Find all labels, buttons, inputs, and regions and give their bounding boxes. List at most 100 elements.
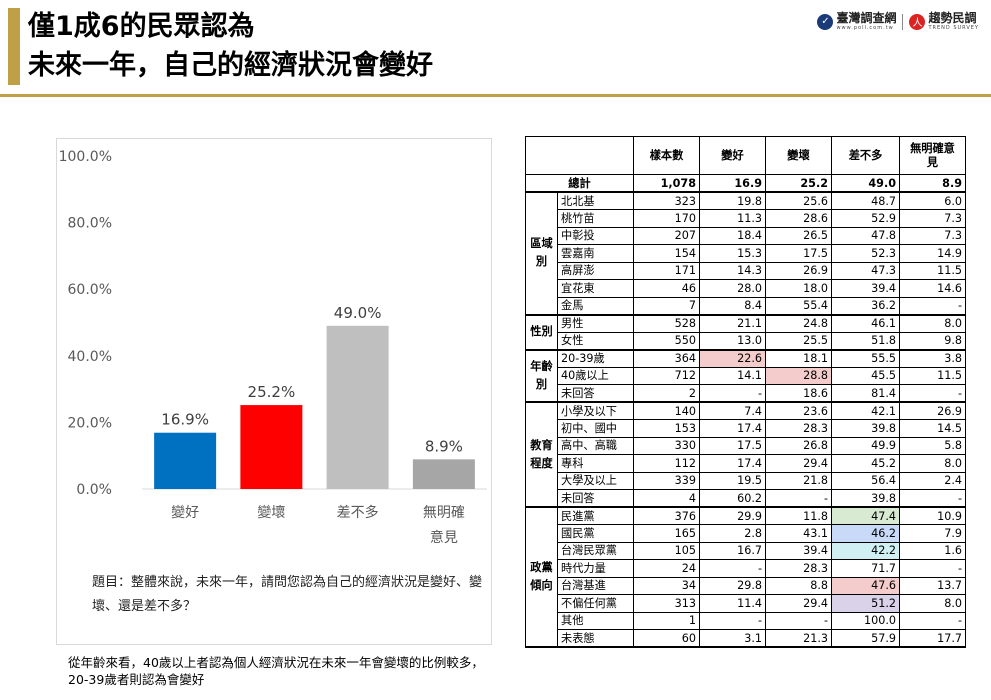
value-cell: 528 bbox=[633, 314, 700, 333]
value-cell: 313 bbox=[633, 594, 700, 613]
value-cell: 18.4 bbox=[699, 226, 766, 245]
header-cell: 無明確意見 bbox=[899, 136, 966, 175]
row-label: 不偏任何黨 bbox=[557, 594, 634, 613]
row-label: 民進黨 bbox=[557, 506, 634, 525]
value-cell: 24.8 bbox=[765, 314, 832, 333]
value-cell: 5.8 bbox=[899, 436, 966, 455]
value-cell: 36.2 bbox=[831, 296, 900, 316]
trend-logo-sub: TREND SURVEY bbox=[928, 25, 979, 31]
data-label: 49.0% bbox=[334, 304, 382, 322]
value-cell: 17.5 bbox=[765, 244, 832, 263]
group-label: 區域別 bbox=[525, 191, 558, 316]
value-cell: 7.4 bbox=[699, 401, 766, 420]
value-cell: - bbox=[699, 384, 766, 403]
value-cell: 29.4 bbox=[765, 454, 832, 473]
value-cell: 1.6 bbox=[899, 541, 966, 560]
value-cell: - bbox=[699, 559, 766, 578]
value-cell: 16.7 bbox=[699, 541, 766, 560]
value-cell: 81.4 bbox=[831, 384, 900, 403]
bar bbox=[154, 432, 217, 489]
value-cell: 8.8 bbox=[765, 576, 832, 595]
value-cell: 71.7 bbox=[831, 559, 900, 578]
header-cell: 樣本數 bbox=[633, 136, 700, 175]
value-cell: 18.6 bbox=[765, 384, 832, 403]
row-label: 台灣基進 bbox=[557, 576, 634, 595]
value-cell: 26.9 bbox=[765, 261, 832, 280]
value-cell: 323 bbox=[633, 191, 700, 210]
value-cell: 19.8 bbox=[699, 191, 766, 210]
logo-separator bbox=[902, 13, 904, 30]
row-label: 大學及以上 bbox=[557, 471, 634, 490]
value-cell: - bbox=[899, 611, 966, 630]
value-cell: 43.1 bbox=[765, 524, 832, 543]
value-cell: 39.8 bbox=[831, 489, 900, 508]
value-cell: - bbox=[899, 489, 966, 508]
value-cell: - bbox=[899, 296, 966, 316]
table-header-row: 樣本數 變好 變壞 差不多 無明確意見 bbox=[525, 136, 966, 175]
value-cell: 55.4 bbox=[765, 296, 832, 316]
value-cell: 24 bbox=[633, 559, 700, 578]
row-label: 高屏澎 bbox=[557, 261, 634, 280]
value-cell: 29.4 bbox=[765, 594, 832, 613]
table-row: 未表態 60 3.1 21.3 57.9 17.7 bbox=[526, 629, 966, 648]
table-row: 女性 550 13.0 25.5 51.8 9.8 bbox=[526, 331, 966, 351]
value-cell: 170 bbox=[633, 209, 700, 228]
value-cell: 11.3 bbox=[699, 209, 766, 228]
value-cell: 8.0 bbox=[899, 594, 966, 613]
bar bbox=[240, 405, 303, 489]
value-cell: 48.7 bbox=[831, 191, 900, 210]
group-label: 政黨傾向 bbox=[525, 506, 558, 648]
x-tick-label: 變壞 bbox=[257, 505, 285, 521]
value-cell: - bbox=[699, 611, 766, 630]
table-row-total: 總計 1,078 16.9 25.2 49.0 8.9 bbox=[525, 174, 966, 193]
header-rule bbox=[0, 94, 991, 97]
table-row: 雲嘉南 154 15.3 17.5 52.3 14.9 bbox=[526, 244, 966, 263]
value-cell: 4 bbox=[633, 489, 700, 508]
row-label: 中彰投 bbox=[557, 226, 634, 245]
value-cell: 21.1 bbox=[699, 314, 766, 333]
value-cell: 11.5 bbox=[899, 261, 966, 280]
bar-chart: 0.0% 20.0% 40.0% 60.0% 80.0% 100.0% 16.9% 變好 25.… bbox=[59, 149, 487, 546]
value-cell: 8.0 bbox=[899, 314, 966, 333]
group-label: 教育程度 bbox=[525, 401, 558, 508]
row-label: 國民黨 bbox=[557, 524, 634, 543]
table-row: 未回答 2-18.6 81.4- bbox=[526, 384, 966, 403]
value-cell: 47.8 bbox=[831, 226, 900, 245]
value-cell: - bbox=[765, 611, 832, 630]
value-cell: 2.4 bbox=[899, 471, 966, 490]
table-row: 40歲以上 712 14.1 28.8 45.5 11.5 bbox=[526, 366, 966, 385]
value-cell: 52.3 bbox=[831, 244, 900, 263]
page-title-line-2: 未來一年，自己的經濟狀況會變好 bbox=[28, 50, 433, 81]
table-row: 宜花東 46 28.0 18.0 39.4 14.6 bbox=[526, 279, 966, 298]
value-cell: 17.4 bbox=[699, 419, 766, 438]
value-cell: 2 bbox=[633, 384, 700, 403]
value-cell: 11.5 bbox=[899, 366, 966, 385]
value-cell: 23.6 bbox=[765, 401, 832, 420]
crosstab-table: 樣本數 變好 變壞 差不多 無明確意見 總計 1,078 16.9 25.2 49.0 8… bbox=[525, 136, 966, 648]
value-cell: 3.8 bbox=[899, 349, 966, 368]
table-row: 性別 男性 528 21.1 24.8 46.1 8.0 bbox=[525, 314, 966, 351]
value-cell: 1 bbox=[633, 611, 700, 630]
value-cell: 712 bbox=[633, 366, 700, 385]
row-label: 金馬 bbox=[557, 296, 634, 316]
row-label: 小學及以下 bbox=[557, 401, 634, 420]
footnote: 從年齡來看，40歲以上者認為個人經濟狀況在未來一年會變壞的比例較多，20-39歲… bbox=[68, 655, 484, 687]
value-cell: 49.9 bbox=[831, 436, 900, 455]
table-row: 大學及以上 339 19.5 21.8 56.4 2.4 bbox=[526, 471, 966, 490]
value-cell: 100.0 bbox=[831, 611, 900, 630]
chart-panel: 0.0% 20.0% 40.0% 60.0% 80.0% 100.0% 16.9% 變好 25.… bbox=[56, 138, 492, 645]
value-cell: 14.6 bbox=[899, 279, 966, 298]
value-cell: 51.2 bbox=[831, 594, 900, 613]
row-label: 桃竹苗 bbox=[557, 209, 634, 228]
row-label: 總計 bbox=[525, 174, 634, 193]
value-cell: 8.4 bbox=[699, 296, 766, 316]
row-label: 宜花東 bbox=[557, 279, 634, 298]
row-label: 20-39歲 bbox=[557, 349, 634, 368]
poll-logo-url: www.poll.com.tw bbox=[836, 25, 894, 31]
value-cell: 47.3 bbox=[831, 261, 900, 280]
table-row: 高中、高職 330 17.5 26.8 49.9 5.8 bbox=[526, 436, 966, 455]
y-tick-label: 100.0% bbox=[59, 149, 112, 165]
value-cell: 140 bbox=[633, 401, 700, 420]
row-label: 40歲以上 bbox=[557, 366, 634, 385]
value-cell: 16.9 bbox=[699, 174, 766, 193]
